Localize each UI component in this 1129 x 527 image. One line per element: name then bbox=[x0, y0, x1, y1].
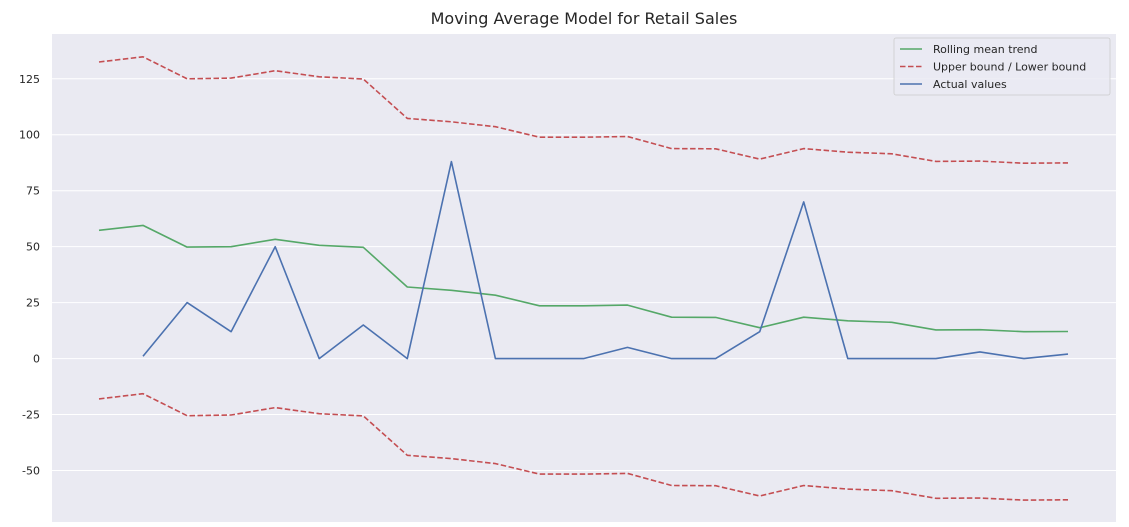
y-tick-label: -25 bbox=[22, 409, 40, 422]
plot-background bbox=[52, 34, 1116, 522]
y-tick-label: 75 bbox=[26, 185, 40, 198]
y-tick-label: 125 bbox=[19, 73, 40, 86]
y-tick-label: 0 bbox=[33, 353, 40, 366]
y-tick-label: 25 bbox=[26, 297, 40, 310]
series-line-3 bbox=[142, 160, 1069, 360]
series-line-0 bbox=[98, 224, 1069, 333]
legend-label: Rolling mean trend bbox=[933, 43, 1038, 56]
y-tick-label: 50 bbox=[26, 241, 40, 254]
y-axis-ticks: -50 -25 0 25 50 75 100 125 bbox=[19, 73, 40, 478]
y-tick-label: -50 bbox=[22, 465, 40, 478]
series-lines bbox=[98, 56, 1069, 501]
chart-title: Moving Average Model for Retail Sales bbox=[430, 9, 738, 28]
y-tick-label: 100 bbox=[19, 129, 40, 142]
legend-frame bbox=[893, 37, 1111, 96]
legend-label: Actual values bbox=[933, 78, 1007, 91]
series-line-2 bbox=[98, 392, 1069, 501]
legend: Rolling mean trend Upper bound / Lower bo… bbox=[893, 37, 1111, 96]
legend-label: Upper bound / Lower bound bbox=[933, 61, 1086, 74]
series-line-1 bbox=[98, 56, 1069, 164]
